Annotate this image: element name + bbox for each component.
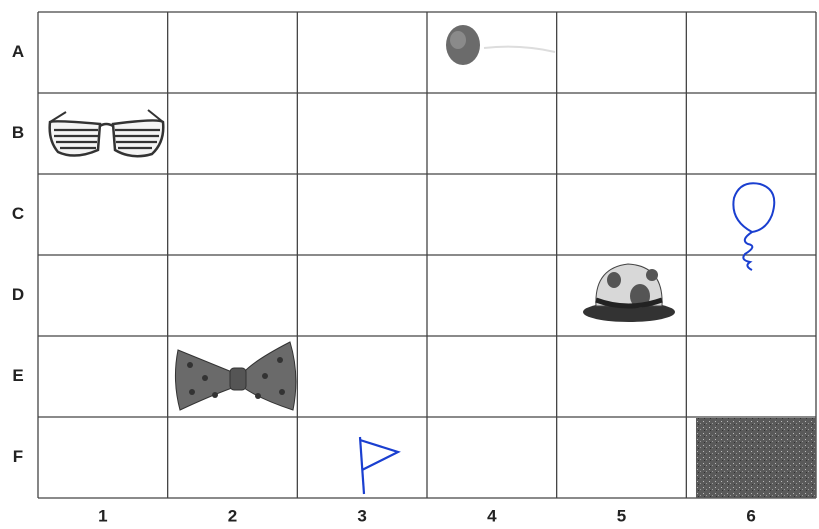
textured-square (696, 418, 816, 498)
row-label: B (12, 123, 24, 142)
column-label: 5 (617, 506, 626, 525)
bowtie-icon (175, 342, 295, 410)
column-label: 2 (228, 506, 237, 525)
column-label: 6 (746, 506, 755, 525)
row-label: D (12, 285, 24, 304)
worksheet-grid: A B C D E F 1 2 3 4 5 6 (0, 0, 819, 529)
hat-icon (583, 264, 675, 322)
row-label: E (12, 366, 23, 385)
column-label: 3 (357, 506, 366, 525)
column-label: 1 (98, 506, 107, 525)
row-label: C (12, 204, 24, 223)
row-label: F (13, 447, 23, 466)
page: ABCDEF123456 (() => { const data = JSON.… (0, 0, 819, 529)
glasses-icon (50, 110, 164, 156)
column-label: 4 (487, 506, 497, 525)
flag-icon (360, 437, 398, 494)
rock-icon (446, 25, 555, 65)
balloon-icon (733, 183, 774, 270)
row-label: A (12, 42, 24, 61)
